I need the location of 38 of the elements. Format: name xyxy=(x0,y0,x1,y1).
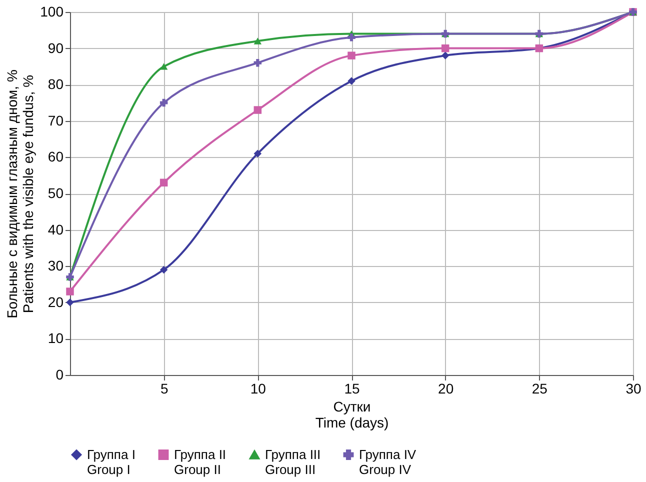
point xyxy=(254,38,262,44)
point xyxy=(254,58,262,67)
point xyxy=(254,106,262,114)
point xyxy=(160,98,168,107)
x-tick-label: 30 xyxy=(626,380,642,396)
y-axis-title: Больные с видимым глазным дном, % Patients with the visible eye fundus, % xyxy=(4,70,36,318)
point xyxy=(348,52,356,60)
legend-label: Группа II Group II xyxy=(174,446,226,477)
x-tick-label: 5 xyxy=(160,380,168,396)
point xyxy=(348,34,356,42)
x-tick-label: 25 xyxy=(532,380,548,396)
point xyxy=(348,77,356,85)
y-tick-label: 100 xyxy=(40,4,64,20)
x-tick-label: 20 xyxy=(438,380,454,396)
y-tick-label: 90 xyxy=(48,40,64,56)
y-tick-label: 30 xyxy=(48,258,64,274)
y-tick-label: 60 xyxy=(48,148,64,165)
point xyxy=(441,52,450,60)
point xyxy=(160,63,168,70)
point xyxy=(66,298,74,306)
x-axis-title: Сутки Time (days) xyxy=(315,398,389,430)
point xyxy=(160,178,168,186)
y-tick-label: 0 xyxy=(56,366,64,382)
y-tick-label: 20 xyxy=(48,294,64,310)
x-tick-label: 10 xyxy=(250,380,266,396)
point xyxy=(254,150,262,158)
x-tick-label: 15 xyxy=(344,380,360,396)
legend-label: Группа I Group I xyxy=(87,446,136,477)
y-tick-label: 80 xyxy=(48,76,64,92)
point xyxy=(160,266,168,274)
y-tick-label: 70 xyxy=(48,112,64,128)
y-tick-label: 50 xyxy=(48,185,64,201)
point xyxy=(441,44,450,52)
legend-label: Группа III Group III xyxy=(265,446,321,477)
y-tick-label: 10 xyxy=(48,330,64,346)
y-tick-label: 40 xyxy=(48,221,64,238)
legend-label: Группа IV Group IV xyxy=(359,446,416,477)
point xyxy=(66,288,74,296)
